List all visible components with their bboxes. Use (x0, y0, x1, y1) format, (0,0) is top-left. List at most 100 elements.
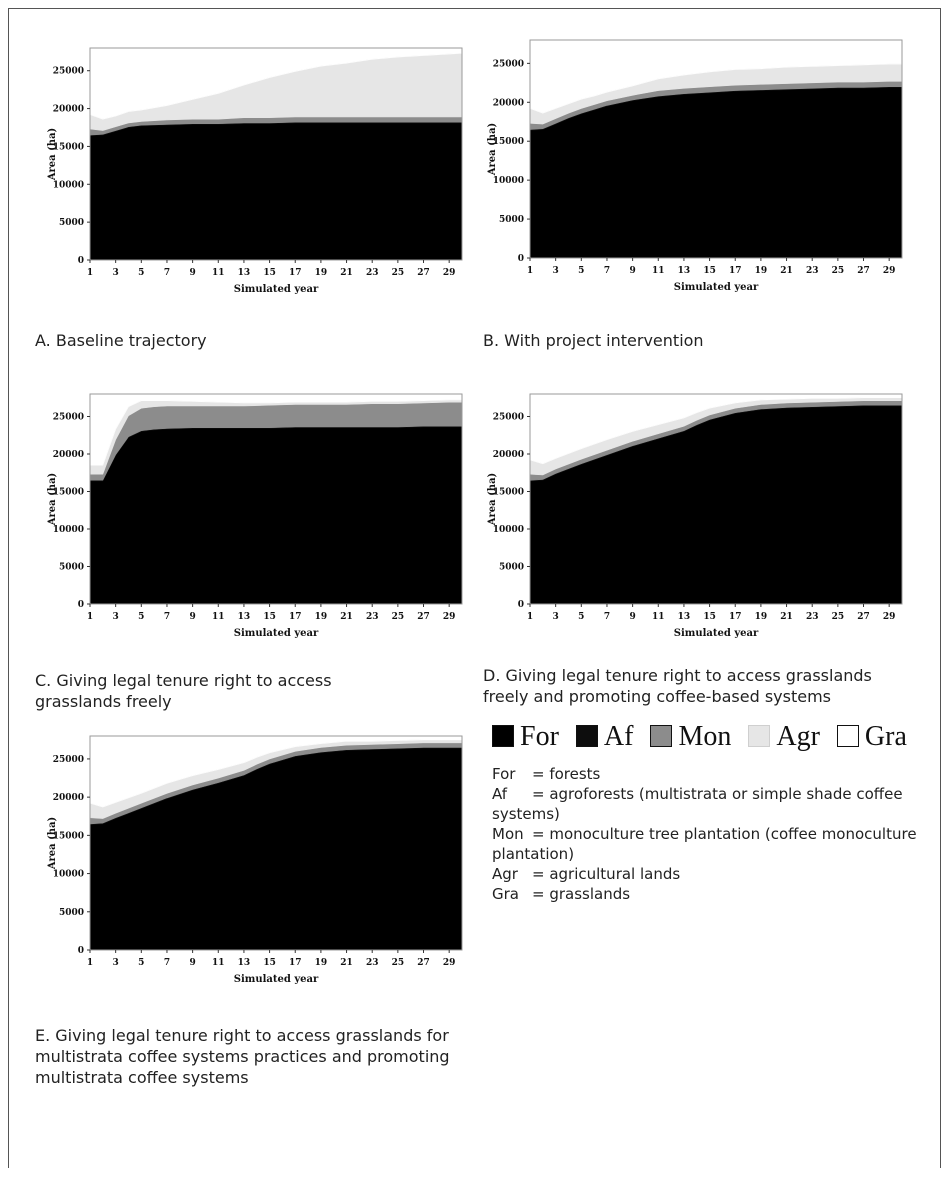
x-tick-label: 21 (780, 266, 793, 276)
x-tick-label: 27 (857, 266, 870, 276)
y-tick-label: 0 (518, 254, 524, 264)
x-tick-label: 15 (263, 958, 276, 968)
x-tick-label: 13 (678, 612, 691, 622)
x-tick-label: 7 (604, 266, 610, 276)
legend-item-agr: Agr (748, 720, 820, 754)
x-tick-label: 9 (189, 958, 195, 968)
x-tick-label: 21 (340, 612, 353, 622)
x-tick-label: 23 (366, 268, 379, 278)
x-tick-label: 27 (417, 268, 430, 278)
x-tick-label: 29 (443, 958, 456, 968)
y-tick-label: 5000 (59, 908, 84, 918)
x-tick-label: 3 (113, 268, 119, 278)
legend-item-for: For (492, 720, 559, 754)
x-tick-label: 25 (392, 958, 405, 968)
y-tick-label: 5000 (499, 563, 524, 573)
x-tick-label: 1 (87, 268, 93, 278)
y-tick-label: 5000 (499, 215, 524, 225)
y-axis-title: Area (ha) (487, 123, 498, 177)
x-tick-label: 19 (315, 612, 328, 622)
x-tick-label: 29 (883, 266, 896, 276)
y-tick-label: 5000 (59, 218, 84, 228)
definition-gra: Gra = grasslands (492, 885, 631, 903)
x-tick-label: 9 (189, 612, 195, 622)
y-tick-label: 25000 (493, 59, 524, 69)
y-tick-label: 20000 (493, 98, 524, 108)
x-axis-title: Simulated year (234, 284, 319, 295)
legend-definitions: For = forests Af = agroforests (multistrat… (492, 764, 932, 904)
area-for (89, 122, 463, 261)
x-tick-label: 1 (87, 612, 93, 622)
area-gra (529, 397, 902, 465)
x-tick-label: 13 (238, 268, 251, 278)
x-tick-label: 7 (164, 612, 170, 622)
x-tick-label: 17 (289, 268, 302, 278)
x-tick-label: 23 (806, 266, 819, 276)
x-tick-label: 25 (392, 268, 405, 278)
x-tick-label: 9 (189, 268, 195, 278)
legend-swatch-for (492, 725, 514, 747)
caption-c: C. Giving legal tenure right to access g… (35, 671, 332, 711)
x-tick-label: 11 (212, 268, 225, 278)
x-tick-label: 29 (443, 268, 456, 278)
figure-frame (8, 8, 941, 1168)
y-tick-label: 10000 (53, 525, 84, 535)
x-tick-label: 15 (703, 266, 716, 276)
y-tick-label: 15000 (53, 142, 84, 152)
x-tick-label: 23 (366, 958, 379, 968)
area-gra (529, 63, 902, 114)
y-tick-label: 10000 (53, 180, 84, 190)
x-tick-label: 23 (366, 612, 379, 622)
area-gra (90, 399, 462, 466)
x-axis-title: Simulated year (234, 628, 319, 639)
x-tick-label: 27 (417, 612, 430, 622)
x-tick-label: 27 (857, 612, 870, 622)
x-tick-label: 19 (755, 612, 768, 622)
y-tick-label: 20000 (53, 793, 84, 803)
y-tick-label: 15000 (53, 831, 84, 841)
x-tick-label: 25 (832, 612, 845, 622)
x-tick-label: 23 (806, 612, 819, 622)
x-tick-label: 21 (340, 958, 353, 968)
y-tick-label: 25000 (53, 755, 84, 765)
x-tick-label: 11 (652, 266, 665, 276)
y-tick-label: 25000 (53, 413, 84, 423)
x-tick-label: 17 (729, 266, 742, 276)
y-tick-label: 0 (518, 600, 524, 610)
x-tick-label: 27 (417, 958, 430, 968)
x-tick-label: 21 (780, 612, 793, 622)
x-tick-label: 19 (315, 268, 328, 278)
y-axis-title: Area (ha) (47, 817, 58, 871)
x-tick-label: 15 (703, 612, 716, 622)
x-tick-label: 1 (527, 612, 533, 622)
x-tick-label: 15 (263, 268, 276, 278)
area-gra (89, 739, 462, 808)
y-tick-label: 0 (78, 256, 84, 266)
legend: For Af Mon Agr Gra (492, 720, 917, 754)
y-tick-label: 5000 (59, 563, 84, 573)
x-tick-label: 17 (729, 612, 742, 622)
x-tick-label: 3 (113, 612, 119, 622)
caption-d: D. Giving legal tenure right to access g… (483, 666, 872, 706)
x-tick-label: 11 (212, 958, 225, 968)
area-for (89, 426, 463, 605)
x-tick-label: 25 (392, 612, 405, 622)
x-axis-title: Simulated year (674, 282, 759, 293)
area-for (529, 87, 903, 259)
y-axis-title: Area (ha) (487, 473, 498, 527)
x-tick-label: 13 (238, 958, 251, 968)
x-tick-label: 15 (263, 612, 276, 622)
definition-mon: Mon = monoculture tree plantation (coffee… (492, 825, 917, 863)
x-tick-label: 29 (883, 612, 896, 622)
x-tick-label: 11 (212, 612, 225, 622)
x-tick-label: 1 (87, 958, 93, 968)
legend-item-mon: Mon (650, 720, 731, 754)
legend-swatch-mon (650, 725, 673, 747)
x-tick-label: 7 (604, 612, 610, 622)
definition-agr: Agr = agricultural lands (492, 865, 681, 883)
y-tick-label: 10000 (493, 525, 524, 535)
